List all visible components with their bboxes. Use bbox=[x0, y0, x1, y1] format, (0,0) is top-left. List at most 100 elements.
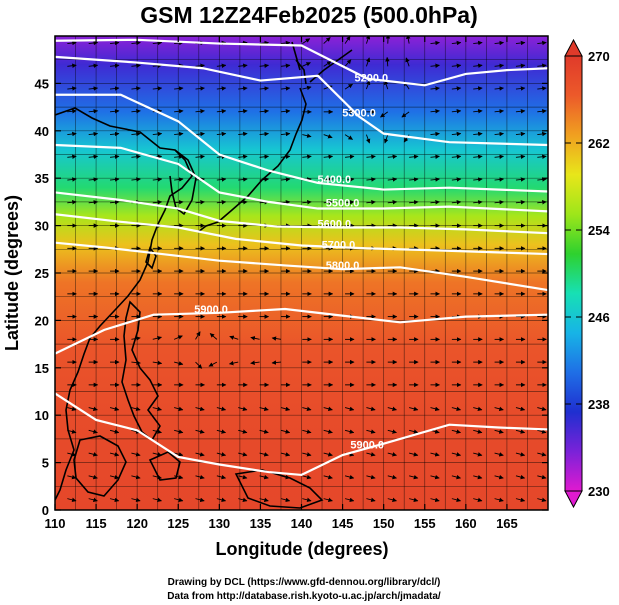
wind-arrow bbox=[344, 134, 353, 140]
wind-arrow bbox=[67, 40, 77, 46]
wind-arrow bbox=[515, 131, 526, 137]
wind-arrow bbox=[88, 452, 98, 457]
wind-arrow bbox=[302, 429, 312, 434]
wind-arrow bbox=[152, 86, 163, 91]
wind-arrow bbox=[494, 177, 504, 182]
wind-arrow bbox=[430, 154, 440, 159]
x-tick-label: 130 bbox=[208, 516, 230, 531]
wind-arrow bbox=[280, 177, 291, 182]
wind-arrow bbox=[195, 86, 205, 91]
wind-arrow bbox=[131, 177, 141, 182]
wind-arrow bbox=[323, 85, 333, 90]
wind-arrow bbox=[174, 109, 184, 114]
wind-arrow bbox=[173, 335, 183, 340]
x-tick-label: 145 bbox=[332, 516, 354, 531]
wind-arrow bbox=[131, 131, 141, 137]
contour-line-5900 bbox=[55, 392, 548, 477]
wind-arrow bbox=[302, 474, 312, 480]
contour-line-5200 bbox=[55, 38, 548, 87]
wind-arrow bbox=[216, 452, 227, 457]
wind-arrow bbox=[88, 86, 99, 91]
wind-arrow bbox=[131, 63, 141, 68]
wind-arrow bbox=[216, 474, 227, 480]
wind-arrow bbox=[384, 134, 389, 144]
wind-arrow bbox=[366, 154, 376, 159]
wind-arrow bbox=[280, 86, 291, 91]
wind-arrow bbox=[537, 406, 547, 412]
wind-arrow bbox=[280, 452, 291, 457]
y-tick-label: 0 bbox=[42, 503, 49, 518]
wind-arrow bbox=[344, 200, 355, 205]
wind-arrow bbox=[67, 406, 77, 412]
wind-arrow bbox=[494, 474, 504, 480]
wind-arrow bbox=[302, 133, 312, 138]
wind-arrow bbox=[216, 131, 227, 137]
wind-arrow bbox=[88, 63, 99, 68]
contour-label: 5200.0 bbox=[355, 73, 389, 85]
wind-arrow bbox=[174, 452, 184, 457]
wind-arrow bbox=[515, 200, 526, 205]
colorbar-ticks: 230 238 246 254 262 270 bbox=[565, 49, 610, 499]
wind-arrow bbox=[152, 335, 162, 341]
wind-arrow bbox=[451, 497, 462, 503]
wind-arrow bbox=[131, 109, 141, 114]
wind-arrow bbox=[131, 474, 141, 480]
credit-drawing: Drawing by DCL (https://www.gfd-dennou.o… bbox=[168, 577, 441, 588]
wind-arrow bbox=[152, 200, 163, 205]
wind-arrow bbox=[259, 109, 269, 114]
wind-arrow bbox=[238, 474, 248, 480]
wind-arrow bbox=[515, 109, 526, 114]
wind-arrow bbox=[430, 452, 440, 457]
wind-arrow bbox=[109, 63, 120, 68]
wind-arrow bbox=[259, 406, 269, 412]
wind-arrow bbox=[174, 177, 184, 182]
wind-arrow bbox=[259, 474, 269, 480]
wind-arrow bbox=[195, 474, 205, 480]
x-tick-label: 150 bbox=[373, 516, 395, 531]
wind-arrow bbox=[385, 56, 390, 67]
wind-arrow bbox=[195, 109, 205, 114]
wind-arrow bbox=[174, 361, 184, 366]
wind-arrow bbox=[250, 336, 260, 341]
wind-arrow bbox=[387, 474, 397, 480]
contour-label: 5900.0 bbox=[194, 304, 228, 316]
y-axis-label: Latitude (degrees) bbox=[2, 195, 22, 351]
contour-label: 5500.0 bbox=[326, 198, 360, 210]
wind-arrow bbox=[366, 474, 376, 480]
wind-arrow bbox=[67, 497, 77, 503]
wind-arrow bbox=[67, 474, 77, 480]
wind-arrow bbox=[152, 429, 162, 434]
wind-arrow bbox=[174, 200, 184, 205]
y-tick-label: 40 bbox=[35, 124, 49, 139]
wind-arrow bbox=[515, 63, 526, 68]
wind-arrow bbox=[494, 452, 504, 457]
wind-arrow bbox=[131, 86, 141, 91]
colorbar-tick-label: 230 bbox=[588, 484, 610, 499]
colorbar-bottom-arrow bbox=[564, 490, 583, 509]
wind-arrow bbox=[302, 154, 312, 159]
wind-arrow bbox=[473, 177, 483, 182]
wind-arrow bbox=[344, 83, 353, 90]
wind-arrow bbox=[494, 86, 504, 91]
wind-arrow bbox=[131, 497, 141, 503]
wind-arrow bbox=[131, 40, 141, 46]
wind-arrow bbox=[515, 497, 526, 503]
wind-arrow bbox=[174, 406, 184, 412]
wind-arrow bbox=[494, 40, 504, 46]
wind-arrow bbox=[67, 86, 77, 91]
wind-arrow bbox=[366, 406, 376, 412]
x-tick-label: 135 bbox=[250, 516, 272, 531]
wind-arrow bbox=[174, 429, 184, 434]
wind-arrow bbox=[387, 200, 398, 205]
wind-arrow bbox=[323, 177, 334, 182]
y-tick-label: 25 bbox=[35, 266, 49, 281]
wind-arrow bbox=[216, 429, 227, 434]
wind-arrow bbox=[152, 131, 163, 137]
wind-arrow bbox=[280, 429, 291, 434]
wind-arrow bbox=[494, 109, 504, 114]
wind-arrow bbox=[238, 452, 248, 457]
wind-arrow bbox=[451, 154, 462, 159]
wind-arrow bbox=[387, 497, 397, 503]
wind-arrow bbox=[280, 40, 291, 46]
wind-arrow bbox=[451, 109, 462, 114]
